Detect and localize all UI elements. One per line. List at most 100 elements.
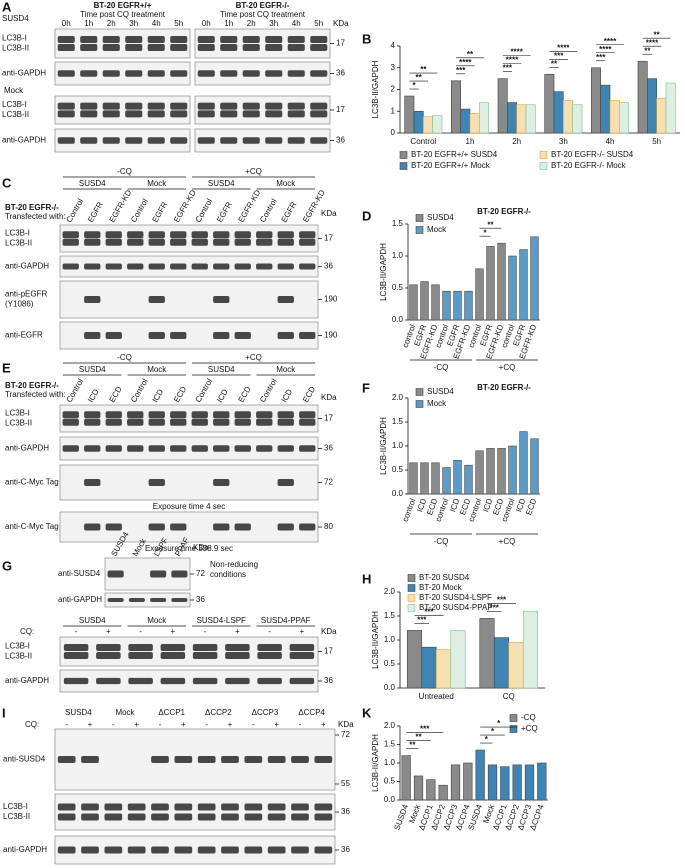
bar [463, 762, 473, 801]
y-tick-label: 3 [391, 63, 396, 72]
band [277, 263, 294, 270]
y-tick-label: 2.0 [384, 587, 396, 596]
band [221, 803, 239, 811]
y-tick-label: 1.0 [384, 635, 396, 644]
band [287, 44, 305, 52]
band [220, 35, 238, 43]
band [234, 332, 251, 339]
band [96, 677, 121, 685]
band [104, 813, 123, 821]
lane-label: Control [194, 377, 215, 404]
significance-label: *** [554, 51, 564, 60]
band [127, 263, 144, 270]
side-label: Transfected with: [5, 212, 66, 221]
blot-image [194, 128, 331, 153]
band [277, 332, 294, 339]
band [57, 102, 75, 110]
band [314, 813, 333, 821]
legend-swatch [407, 604, 416, 612]
bar [464, 464, 473, 495]
bar [460, 108, 471, 134]
band [102, 102, 120, 110]
bar [479, 618, 495, 689]
band [84, 411, 101, 419]
panel-letter: B [362, 31, 371, 46]
band [102, 137, 120, 144]
band [314, 803, 333, 811]
significance-label: **** [646, 38, 659, 47]
legend-swatch [399, 162, 408, 170]
lane-label: - [204, 627, 207, 636]
x-tick-label: 3h [559, 137, 568, 146]
band [151, 813, 169, 821]
band [257, 643, 282, 651]
y-tick-label: 0.0 [384, 683, 396, 692]
band [174, 813, 193, 821]
band [265, 35, 283, 43]
kda-label: 80 [324, 522, 333, 531]
y-tick-label: 1 [391, 106, 396, 115]
band [277, 296, 294, 303]
band [213, 418, 230, 426]
blot-image [194, 28, 331, 59]
band [242, 35, 260, 43]
band [256, 445, 273, 452]
kda-label: 36 [336, 136, 345, 145]
cq-label: CQ: [20, 627, 34, 636]
bar [409, 284, 418, 321]
band [265, 102, 283, 110]
lane-label: + [88, 720, 93, 729]
band [170, 102, 188, 110]
lane-label: Control [65, 377, 86, 404]
bar [508, 255, 517, 321]
significance-label: **** [557, 43, 570, 52]
row-label: LC3B-II [5, 652, 32, 661]
panel-letter: K [362, 705, 372, 720]
groups-label: -CQ [117, 353, 132, 362]
bar [563, 100, 573, 134]
blot-image [194, 95, 331, 125]
legend-label: +CQ [521, 724, 538, 733]
band [197, 756, 216, 763]
significance-label: ** [654, 30, 661, 39]
blot-title: BT-20 EGFR-/- [236, 1, 290, 10]
lane-label: + [274, 720, 279, 729]
band [257, 652, 282, 660]
row-label: anti-GAPDH [58, 595, 102, 604]
legend-swatch [407, 574, 416, 582]
lane-label: 1h [84, 19, 93, 28]
subgroups-label: SUSD4-LSPF [197, 616, 246, 625]
band [57, 846, 76, 854]
bar [469, 113, 480, 134]
bar [530, 236, 539, 321]
y-tick-label: 1.0 [392, 251, 404, 260]
band [105, 263, 122, 270]
band [197, 44, 215, 52]
band [84, 296, 101, 303]
band [151, 846, 169, 854]
band [213, 479, 230, 486]
section-label: SUSD4 [2, 14, 29, 23]
bar [450, 630, 466, 689]
band [170, 332, 187, 339]
row-label: anti-EGFR [5, 331, 43, 340]
lane-label: 4h [292, 19, 301, 28]
bar [432, 115, 443, 134]
band [289, 652, 315, 660]
band [220, 70, 238, 77]
band [310, 137, 328, 144]
band [299, 445, 316, 452]
lane-label: Control [194, 197, 215, 224]
band [105, 418, 122, 426]
band [127, 238, 144, 246]
significance-label: *** [596, 53, 606, 62]
band [191, 263, 208, 270]
band [267, 846, 286, 854]
bar [497, 242, 506, 321]
band [220, 44, 238, 52]
band [197, 70, 215, 77]
bar [572, 104, 583, 134]
band [234, 411, 251, 419]
kda-header: KDa [338, 720, 354, 729]
band [225, 652, 250, 660]
